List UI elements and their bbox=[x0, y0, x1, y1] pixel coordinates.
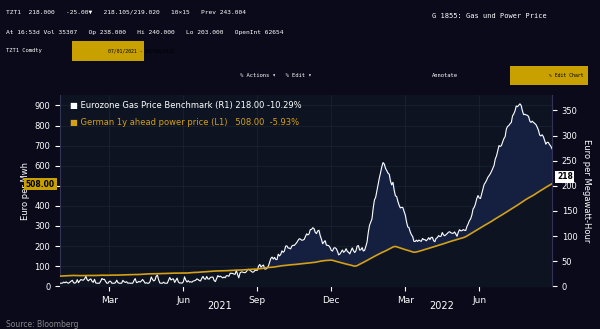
Text: Annotate: Annotate bbox=[432, 73, 458, 78]
FancyBboxPatch shape bbox=[72, 41, 144, 61]
Text: 07/01/2021 - 08/09/2022: 07/01/2021 - 08/09/2022 bbox=[108, 48, 174, 54]
Y-axis label: Euro per Mwh: Euro per Mwh bbox=[21, 162, 30, 220]
Text: ■ Eurozone Gas Price Benchmark (R1) 218.00 -10.29%: ■ Eurozone Gas Price Benchmark (R1) 218.… bbox=[70, 101, 301, 110]
Text: 218: 218 bbox=[557, 172, 573, 181]
Text: 2021: 2021 bbox=[208, 301, 232, 311]
Text: ■ German 1y ahead power price (L1)   508.00  -5.93%: ■ German 1y ahead power price (L1) 508.0… bbox=[70, 118, 299, 127]
Y-axis label: Euro per Megawatt-Hour: Euro per Megawatt-Hour bbox=[583, 139, 592, 242]
Text: % Actions ▾   % Edit ▾: % Actions ▾ % Edit ▾ bbox=[240, 73, 311, 78]
Text: 508.00: 508.00 bbox=[26, 180, 55, 189]
Text: ✎ Edit Chart: ✎ Edit Chart bbox=[549, 73, 583, 78]
Text: At 16:53d Vol 35307   Op 238.000   Hi 240.000   Lo 203.000   OpenInt 62654: At 16:53d Vol 35307 Op 238.000 Hi 240.00… bbox=[6, 30, 284, 35]
Text: G 1855: Gas und Power Price: G 1855: Gas und Power Price bbox=[432, 13, 547, 19]
Text: Source: Bloomberg: Source: Bloomberg bbox=[6, 320, 79, 329]
Text: TZT1  218.000   -25.00▼   218.105/219.020   10×15   Prev 243.004: TZT1 218.000 -25.00▼ 218.105/219.020 10×… bbox=[6, 10, 246, 15]
FancyBboxPatch shape bbox=[510, 66, 588, 85]
Text: 2022: 2022 bbox=[429, 301, 454, 311]
Text: TZT1 Comdty: TZT1 Comdty bbox=[6, 48, 42, 54]
